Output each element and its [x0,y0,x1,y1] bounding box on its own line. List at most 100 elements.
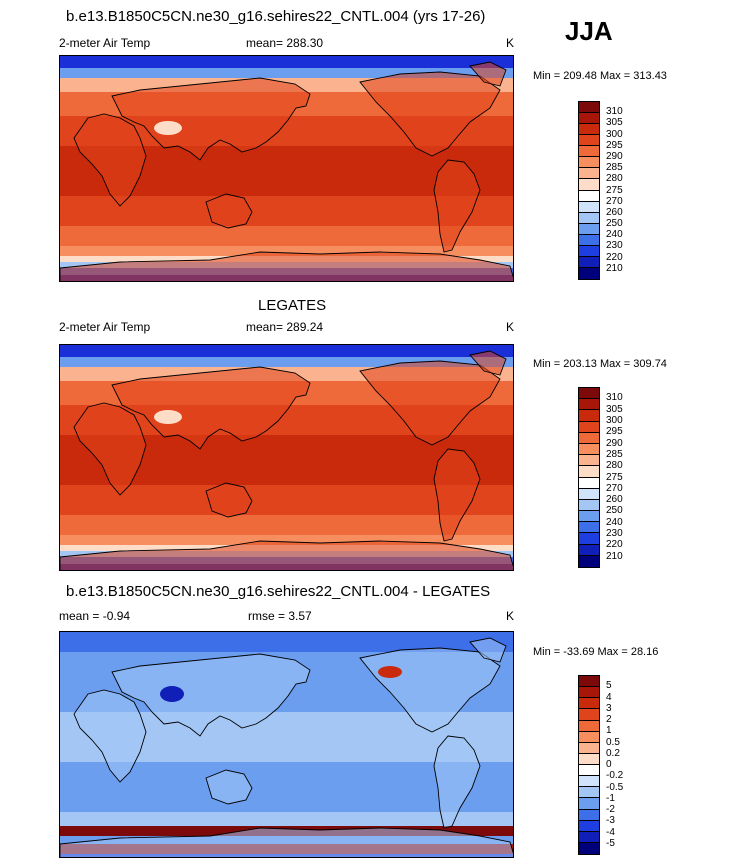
colorbar-segment [579,742,599,754]
colorbar-segment [579,765,599,777]
colorbar-tick-label: 270 [606,482,623,494]
colorbar-segment [579,102,599,114]
colorbar-segment [579,410,599,422]
panel-1-variable-label: 2-meter Air Temp [59,36,151,50]
colorbar-tick-label: 280 [606,173,623,185]
colorbar-tick-label: 240 [606,516,623,528]
colorbar-segment [579,831,599,843]
colorbar-tick-label: 275 [606,184,623,196]
colorbar-segment [579,731,599,743]
colorbar-tick-label: 285 [606,162,623,174]
colorbar-segment [579,488,599,500]
colorbar-segment [579,168,599,180]
panel-3-minmax: Min = -33.69 Max = 28.16 [533,646,659,658]
colorbar-segment [579,522,599,534]
colorbar-tick-label: 1 [606,725,612,737]
colorbar-tick-label: 0.5 [606,736,620,748]
colorbar-segment [579,212,599,224]
colorbar-segment [579,190,599,202]
panel-1-colorbar [578,101,600,280]
colorbar-tick-label: 290 [606,150,623,162]
colorbar-segment [579,820,599,832]
colorbar-tick-label: 220 [606,539,623,551]
colorbar-tick-label: 210 [606,550,623,562]
colorbar-tick-label: -0.5 [606,781,624,793]
colorbar-segment [579,555,599,567]
colorbar-tick-label: 230 [606,240,623,252]
colorbar-tick-label: 260 [606,206,623,218]
colorbar-tick-label: 280 [606,460,623,472]
colorbar-tick-label: 310 [606,106,623,118]
colorbar-tick-label: -0.2 [606,770,624,782]
panel-2-map [59,344,514,571]
colorbar-segment [579,146,599,158]
panel-2-minmax: Min = 203.13 Max = 309.74 [533,358,667,370]
colorbar-segment [579,234,599,246]
colorbar-segment [579,544,599,556]
panel-3-map [59,631,514,858]
colorbar-segment [579,201,599,213]
colorbar-segment [579,388,599,400]
colorbar-tick-label: 2 [606,714,612,725]
colorbar-segment [579,245,599,257]
colorbar-tick-label: -3 [606,815,615,827]
colorbar-segment [579,687,599,699]
colorbar-tick-label: 0.2 [606,747,620,759]
colorbar-segment [579,113,599,125]
colorbar-tick-label: 300 [606,128,623,140]
colorbar-tick-label: 260 [606,494,623,506]
colorbar-tick-label: 220 [606,251,623,263]
colorbar-segment [579,477,599,489]
colorbar-segment [579,135,599,147]
colorbar-tick-label: -2 [606,804,615,815]
panel-2-colorbar [578,387,600,568]
colorbar-segment [579,267,599,279]
colorbar-tick-label: 4 [606,691,612,703]
panel-3-title: b.e13.B1850C5CN.ne30_g16.sehires22_CNTL.… [66,583,491,600]
panel-2-variable-label: 2-meter Air Temp [59,320,151,334]
colorbar-segment [579,753,599,765]
season-label: JJA [565,16,613,46]
colorbar-segment [579,124,599,136]
panel-2-mean-label: mean= 289.24 [246,320,324,334]
panel-2-title: LEGATES [258,297,327,314]
colorbar-segment [579,676,599,688]
colorbar-segment [579,511,599,523]
colorbar-tick-label: 295 [606,139,623,151]
panel-2-units-label: K [506,320,515,334]
colorbar-segment [579,399,599,411]
colorbar-segment [579,157,599,169]
colorbar-segment [579,179,599,191]
panel-3-rmse-label: rmse = 3.57 [248,609,312,623]
colorbar-tick-label: 285 [606,448,623,460]
colorbar-segment [579,776,599,788]
colorbar-tick-label: 240 [606,229,623,241]
colorbar-tick-label: -5 [606,837,615,849]
colorbar-segment [579,466,599,478]
colorbar-tick-label: 3 [606,702,612,714]
panel-1-map [59,55,514,282]
colorbar-tick-label: 230 [606,528,623,540]
panel-3-units-label: K [506,609,515,623]
panel-3-colorbar [578,675,600,855]
colorbar-tick-label: 295 [606,426,623,438]
colorbar-segment [579,698,599,710]
colorbar-tick-label: 250 [606,218,623,230]
colorbar-tick-label: 250 [606,505,623,517]
panel-1-minmax: Min = 209.48 Max = 313.43 [533,70,667,82]
colorbar-tick-label: 310 [606,392,623,404]
colorbar-tick-label: 305 [606,117,623,129]
panel-3-mean-label: mean = -0.94 [59,609,131,623]
colorbar-tick-label: 270 [606,195,623,207]
colorbar-segment [579,455,599,467]
colorbar-tick-label: 290 [606,437,623,449]
colorbar-segment [579,720,599,732]
colorbar-tick-label: 5 [606,680,612,692]
colorbar-tick-label: 305 [606,403,623,415]
colorbar-tick-label: 275 [606,471,623,483]
colorbar-tick-label: -4 [606,826,615,838]
colorbar-segment [579,533,599,545]
colorbar-tick-label: 300 [606,414,623,426]
colorbar-segment [579,443,599,456]
panel-1-units-label: K [506,36,515,50]
